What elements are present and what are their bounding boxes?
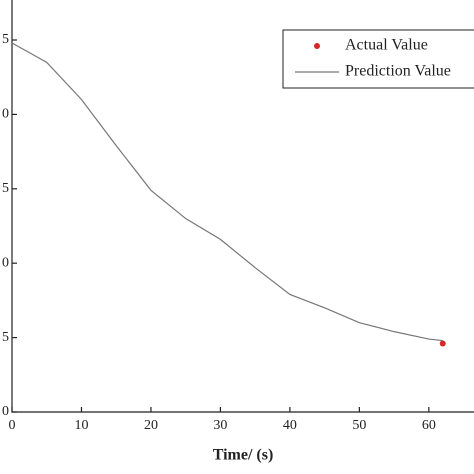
x-tick-label: 40 <box>283 418 297 433</box>
legend-label: Prediction Value <box>345 63 451 80</box>
y-tick-label: 5 <box>2 32 9 47</box>
x-tick-label: 50 <box>352 418 366 433</box>
y-tick-label: 5 <box>2 330 9 345</box>
legend-label: Actual Value <box>345 37 428 54</box>
x-tick-label: 60 <box>422 418 436 433</box>
legend-box <box>282 29 474 89</box>
x-tick-label: 10 <box>74 418 88 433</box>
x-axis-label: Time/ (s) <box>213 447 274 464</box>
prediction-line <box>11 42 443 342</box>
data-point <box>439 340 446 347</box>
y-tick-label: 0 <box>2 255 9 270</box>
legend-marker <box>314 43 320 49</box>
x-tick-label: 20 <box>144 418 158 433</box>
y-tick-label: 0 <box>2 404 9 419</box>
x-tick-label: 30 <box>213 418 227 433</box>
x-tick-label: 0 <box>9 418 16 433</box>
y-tick-label: 0 <box>2 107 9 122</box>
y-tick-label: 5 <box>2 181 9 196</box>
